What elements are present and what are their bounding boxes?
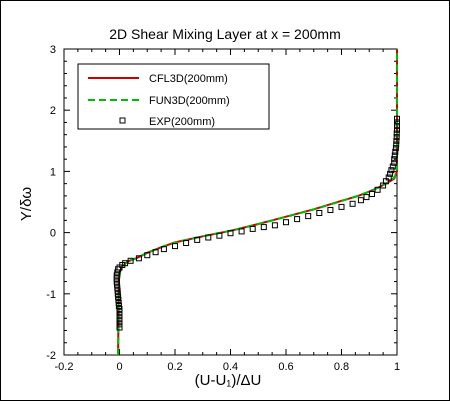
exp-data-point	[394, 126, 400, 133]
exp-data-point	[114, 284, 121, 291]
x-axis-label: (U-U₁)/ΔU	[195, 372, 262, 389]
exp-data-point	[294, 216, 301, 223]
exp-data-point	[363, 194, 370, 201]
y-tick-label: -1	[46, 289, 56, 301]
exp-data-point	[393, 141, 400, 148]
exp-data-point	[135, 255, 142, 262]
exp-data-point	[227, 230, 234, 237]
exp-data-point	[271, 222, 278, 229]
y-tick-label: 3	[50, 44, 56, 56]
exp-data-point	[238, 228, 245, 235]
exp-data-point	[172, 243, 178, 250]
exp-data-point	[194, 236, 201, 243]
exp-data-point	[393, 134, 400, 141]
exp-data-point	[249, 225, 256, 232]
exp-data-point	[116, 306, 123, 313]
exp-data-point	[388, 167, 395, 174]
exp-data-point	[349, 200, 356, 207]
x-tick-label: 0	[116, 361, 122, 373]
exp-data-point	[392, 145, 399, 152]
y-tick-label: -2	[46, 350, 56, 362]
exp-data-point	[115, 293, 122, 300]
series-line-fun3d	[117, 49, 398, 356]
exp-data-point	[338, 203, 345, 210]
exp-data-point	[183, 240, 190, 246]
axis-ticks: -0.2 0 0.2 0.4 0.6 0.8 1 -2 -1 0 1 2 3	[46, 44, 400, 373]
chart-title: 2D Shear Mixing Layer at x = 200mm	[109, 26, 341, 42]
exp-data-point	[394, 119, 400, 126]
y-tick-label: 1	[50, 166, 56, 178]
exp-data-point	[389, 163, 396, 170]
exp-data-point	[114, 290, 121, 297]
exp-data-point	[152, 249, 159, 256]
exp-data-point	[122, 260, 129, 267]
y-tick-label: 0	[50, 228, 56, 240]
exp-data-point	[205, 234, 212, 241]
exp-data-point	[391, 156, 398, 163]
exp-data-point	[216, 232, 223, 239]
exp-data-point	[369, 191, 375, 197]
exp-data-point	[116, 324, 123, 331]
exp-data-point	[391, 152, 398, 159]
exp-data-point	[116, 321, 123, 328]
exp-data-point	[113, 278, 120, 285]
y-tick-label: 2	[50, 105, 56, 117]
exp-data-point	[393, 130, 400, 137]
legend-label-cfl3d: CFL3D(200mm)	[149, 73, 228, 85]
exp-data-point	[387, 170, 394, 177]
exp-data-point	[316, 210, 323, 216]
x-tick-label: -0.2	[55, 361, 74, 373]
exp-data-point	[160, 246, 167, 253]
exp-data-point	[391, 159, 398, 166]
exp-data-point	[116, 309, 123, 316]
x-tick-label: 0.2	[167, 361, 182, 373]
exp-data-point	[394, 115, 400, 122]
exp-data-point	[393, 137, 400, 144]
exp-data-point	[283, 219, 289, 226]
exp-data-point	[374, 186, 381, 193]
exp-data-point	[385, 174, 392, 181]
exp-data-point	[327, 207, 334, 213]
exp-data-point	[357, 197, 364, 204]
exp-data-point	[305, 213, 312, 220]
exp-data-point	[113, 275, 120, 282]
legend-swatch-exp	[119, 117, 126, 124]
exp-data-point	[144, 252, 151, 259]
legend-label-fun3d: FUN3D(200mm)	[149, 95, 230, 107]
exp-data-point	[116, 315, 123, 322]
exp-data-point	[394, 123, 400, 130]
x-tick-label: 1	[394, 361, 400, 373]
legend: CFL3D(200mm) FUN3D(200mm) EXP(200mm)	[77, 63, 270, 130]
exp-data-point	[127, 257, 134, 264]
x-tick-label: 0.6	[278, 361, 293, 373]
x-tick-label: 0.4	[223, 361, 238, 373]
x-tick-label: 0.8	[334, 361, 349, 373]
exp-data-point	[392, 148, 399, 155]
exp-data-point	[115, 300, 122, 306]
exp-data-point	[115, 266, 122, 273]
exp-data-point	[260, 224, 267, 231]
y-axis-label: Y/δω	[18, 187, 35, 222]
series-layer	[113, 49, 400, 356]
legend-box	[77, 63, 270, 130]
legend-label-exp: EXP(200mm)	[149, 116, 215, 128]
